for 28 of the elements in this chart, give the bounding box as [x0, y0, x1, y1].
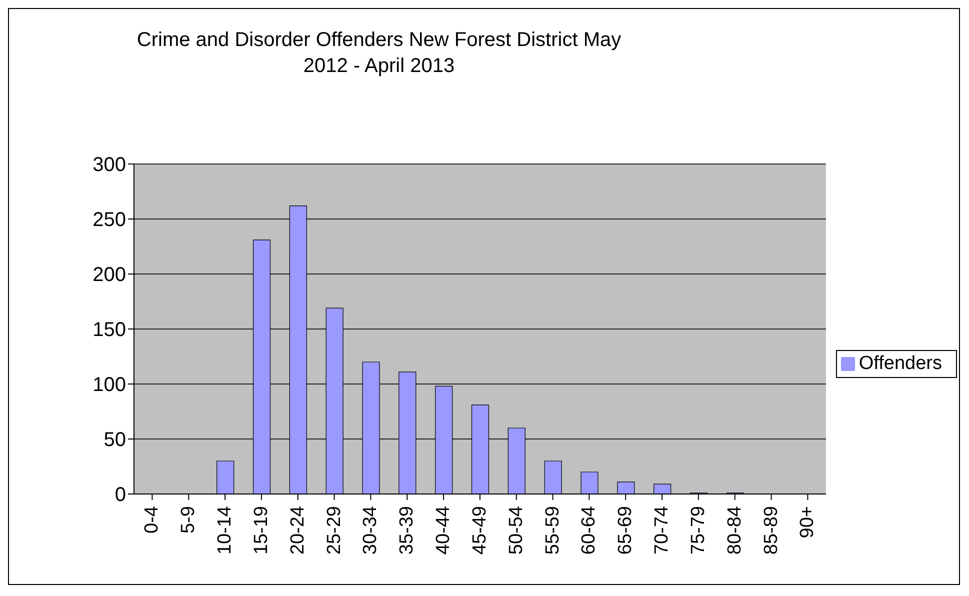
- x-tick-label: 15-19: [250, 506, 272, 555]
- y-tick-label: 300: [92, 154, 126, 176]
- x-tick-label: 70-74: [652, 506, 673, 555]
- x-tick-label: 30-34: [360, 506, 382, 555]
- y-tick-label: 50: [104, 429, 126, 452]
- x-tick-label: 45-49: [469, 506, 490, 555]
- y-tick-label: 0: [114, 484, 126, 506]
- x-tick-label: 50-54: [506, 506, 527, 555]
- chart-title: Crime and Disorder Offenders New Forest District May 2012 - April 2013: [136, 28, 622, 79]
- x-tick-label: 55-59: [542, 506, 564, 555]
- x-tick-label: 60-64: [578, 506, 600, 555]
- y-tick-label: 250: [92, 209, 126, 232]
- x-tick-label: 65-69: [615, 506, 636, 555]
- y-tick-label: 150: [92, 319, 126, 342]
- x-tick-label: 80-84: [724, 506, 746, 555]
- legend-label: Offenders: [858, 353, 942, 374]
- x-tick-label: 5-9: [178, 506, 200, 534]
- x-tick-label: 0-4: [142, 506, 163, 534]
- x-tick-label: 35-39: [396, 506, 418, 555]
- x-tick-label: 25-29: [324, 506, 345, 555]
- x-tick-label: 85-89: [760, 506, 782, 555]
- y-tick-label: 100: [92, 374, 126, 396]
- x-tick-label: 40-44: [433, 506, 454, 555]
- x-tick-label: 20-24: [287, 506, 308, 555]
- x-tick-label: 10-14: [214, 506, 236, 555]
- x-tick-label: 90+: [797, 506, 818, 538]
- y-tick-label: 200: [92, 264, 126, 286]
- x-tick-label: 75-79: [688, 506, 709, 555]
